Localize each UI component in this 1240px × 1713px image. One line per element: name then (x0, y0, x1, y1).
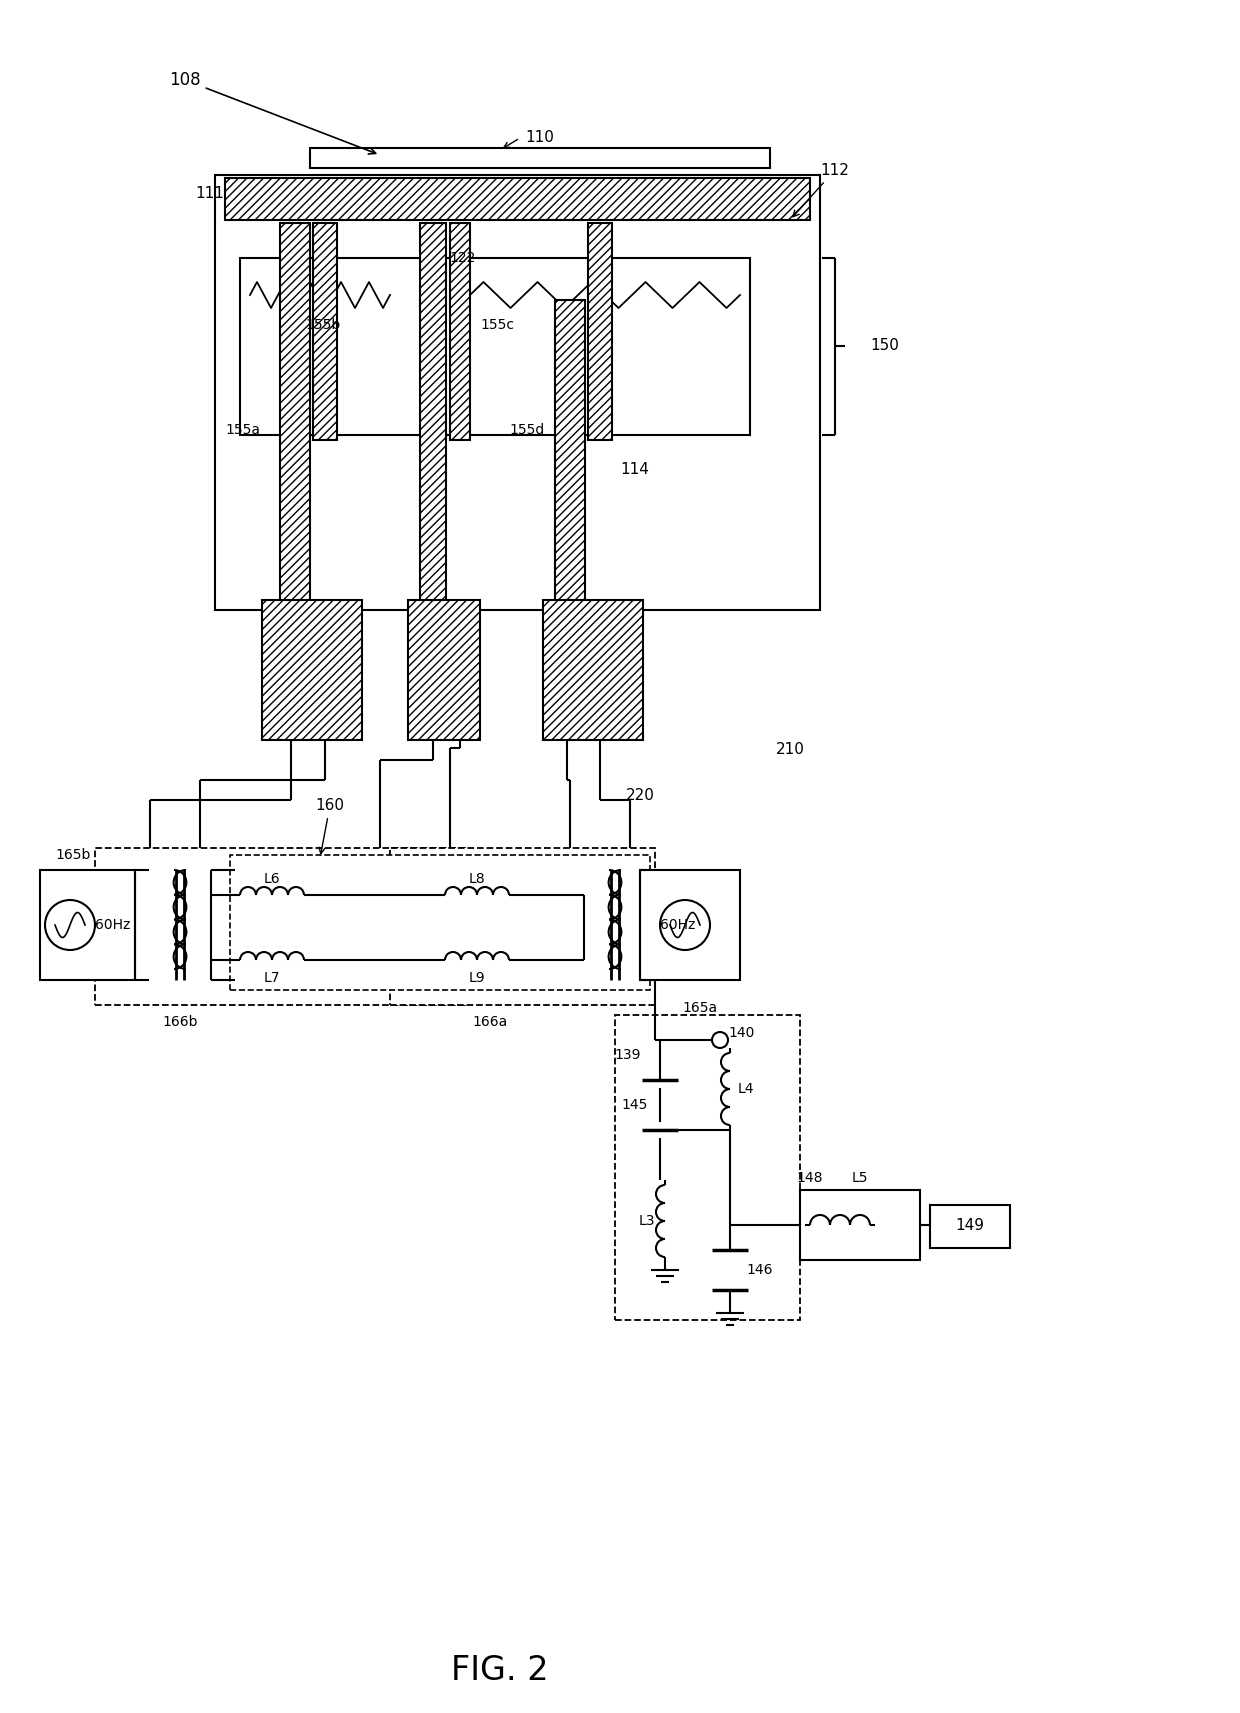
Bar (408, 600, 480, 740)
Text: 112: 112 (792, 163, 849, 218)
Text: 122: 122 (450, 252, 476, 266)
Bar (262, 600, 362, 740)
Bar (95, 848, 465, 1006)
Text: 210: 210 (775, 742, 805, 757)
Bar (556, 300, 585, 641)
Bar (229, 855, 650, 990)
Text: 149: 149 (956, 1218, 985, 1233)
Text: L5: L5 (852, 1172, 868, 1185)
Bar (615, 1016, 800, 1321)
Bar (588, 223, 613, 440)
Text: FIG. 2: FIG. 2 (451, 1653, 549, 1687)
Bar (280, 223, 310, 641)
Bar (543, 600, 644, 740)
Text: L7: L7 (264, 971, 280, 985)
Text: 160: 160 (315, 798, 345, 853)
Text: L4: L4 (738, 1083, 754, 1096)
Text: 60Hz: 60Hz (95, 918, 130, 932)
Text: 146: 146 (746, 1262, 774, 1276)
Text: 220: 220 (625, 788, 655, 802)
Bar (420, 223, 446, 641)
Text: 60Hz: 60Hz (660, 918, 696, 932)
Text: 155c: 155c (480, 319, 515, 332)
Text: 148: 148 (797, 1172, 823, 1185)
Text: 155d: 155d (510, 423, 546, 437)
Bar (224, 178, 810, 219)
Bar (930, 1204, 1011, 1249)
Bar (310, 147, 770, 168)
Bar (800, 1191, 920, 1261)
Bar (312, 223, 337, 440)
Text: L3: L3 (639, 1215, 655, 1228)
Text: 108: 108 (169, 70, 376, 154)
Text: 114: 114 (620, 463, 650, 478)
Bar (640, 870, 740, 980)
Bar (450, 223, 470, 440)
Text: 165b: 165b (55, 848, 91, 862)
Text: 145: 145 (621, 1098, 649, 1112)
Text: 165a: 165a (682, 1000, 718, 1016)
Bar (391, 848, 655, 1006)
Text: 155b: 155b (305, 319, 340, 332)
Text: 140: 140 (729, 1026, 755, 1040)
Text: L6: L6 (264, 872, 280, 886)
Bar (40, 870, 135, 980)
Text: L8: L8 (469, 872, 485, 886)
Text: 139: 139 (615, 1048, 641, 1062)
Text: 166b: 166b (162, 1016, 197, 1030)
Text: 111: 111 (196, 185, 224, 200)
Text: 110: 110 (526, 130, 554, 146)
Text: L9: L9 (469, 971, 485, 985)
Text: 150: 150 (870, 339, 899, 353)
Bar (215, 175, 820, 610)
Text: 155a: 155a (224, 423, 260, 437)
Bar (241, 259, 750, 435)
Text: 166a: 166a (472, 1016, 507, 1030)
